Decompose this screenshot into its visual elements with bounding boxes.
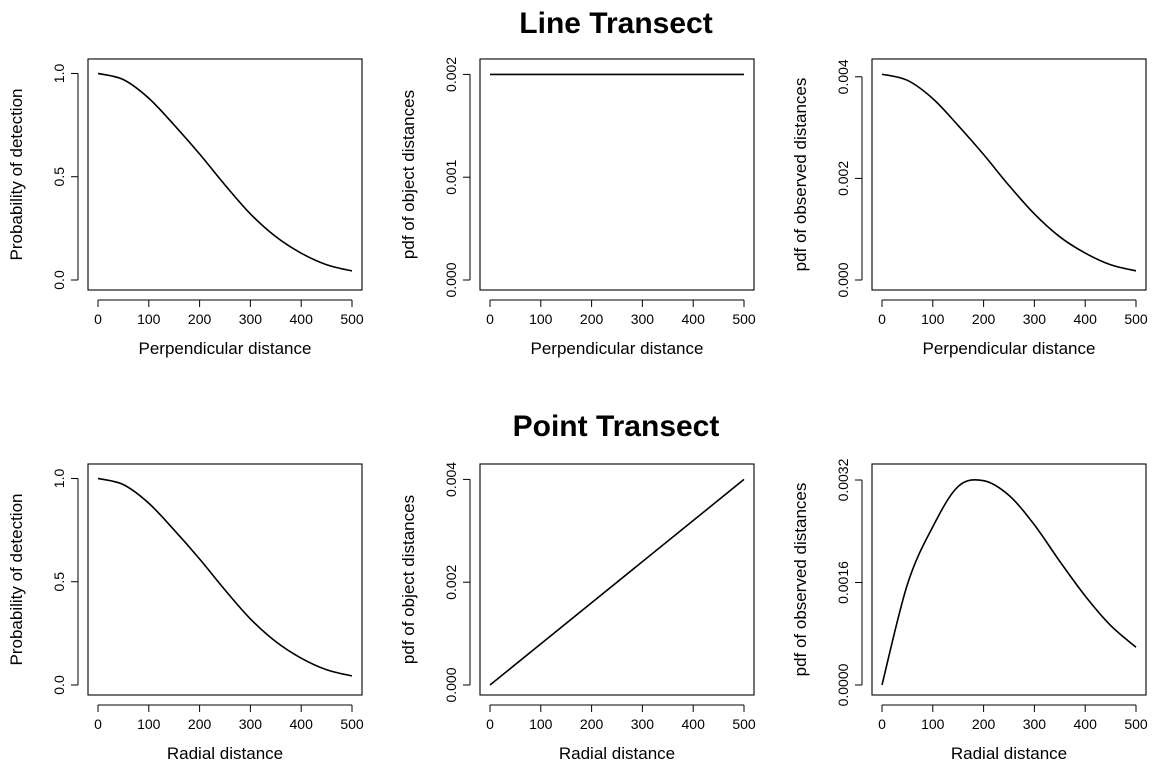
row-title-line-transect: Line Transect xyxy=(519,7,712,40)
x-tick-label: 400 xyxy=(290,311,314,327)
x-tick-label: 0 xyxy=(94,311,102,327)
x-axis-label: Perpendicular distance xyxy=(139,339,312,358)
y-tick-label: 0.5 xyxy=(51,167,67,187)
panel-2: 0 100 200 300 400 500 0.000 0.001 0.002 Perpendic… xyxy=(399,57,756,358)
y-tick-label: 0.0016 xyxy=(835,561,851,604)
panel-1: 0 100 200 300 400 500 0.0 0.5 1.0 Perpendicular d… xyxy=(7,58,364,358)
row-title-point-transect: Point Transect xyxy=(513,410,720,443)
y-tick-label: 0.002 xyxy=(443,57,459,92)
y-tick-label: 1.0 xyxy=(51,64,67,84)
y-tick-label: 0.0 xyxy=(51,270,67,290)
x-tick-label: 100 xyxy=(921,311,945,327)
x-tick-label: 100 xyxy=(137,311,161,327)
y-tick-label: 0.002 xyxy=(443,564,459,599)
x-tick-label: 500 xyxy=(732,716,756,732)
x-tick-label: 400 xyxy=(682,311,706,327)
y-tick-label: 0.000 xyxy=(443,667,459,702)
x-axis-label: Perpendicular distance xyxy=(923,339,1096,358)
y-tick-label: 0.000 xyxy=(835,262,851,297)
y-axis-label: pdf of object distances xyxy=(399,90,418,259)
x-tick-label: 500 xyxy=(732,311,756,327)
x-tick-label: 300 xyxy=(631,311,655,327)
x-tick-label: 100 xyxy=(529,311,553,327)
x-tick-label: 300 xyxy=(239,311,263,327)
series-line xyxy=(97,477,353,677)
y-tick-label: 1.0 xyxy=(51,469,67,489)
panel-6: 0 100 200 300 400 500 0.0000 0.0016 0.0032 Radial… xyxy=(791,458,1148,763)
x-tick-label: 300 xyxy=(239,716,263,732)
x-tick-label: 200 xyxy=(580,311,604,327)
x-axis-label: Radial distance xyxy=(559,744,675,763)
x-tick-label: 500 xyxy=(1124,716,1148,732)
x-tick-label: 200 xyxy=(580,716,604,732)
series-line xyxy=(489,478,745,686)
x-tick-label: 200 xyxy=(188,311,212,327)
y-axis-label: pdf of object distances xyxy=(399,495,418,664)
x-tick-label: 100 xyxy=(529,716,553,732)
y-tick-label: 0.5 xyxy=(51,572,67,592)
x-tick-label: 0 xyxy=(878,311,886,327)
y-tick-label: 0.0000 xyxy=(835,663,851,706)
y-axis-label: Probability of detection xyxy=(7,89,26,261)
y-axis-label: pdf of observed distances xyxy=(791,483,810,677)
x-tick-label: 500 xyxy=(340,311,364,327)
x-axis-label: Radial distance xyxy=(951,744,1067,763)
x-tick-label: 500 xyxy=(340,716,364,732)
x-tick-label: 0 xyxy=(94,716,102,732)
y-tick-label: 0.001 xyxy=(443,159,459,194)
x-tick-label: 400 xyxy=(1074,716,1098,732)
x-tick-label: 100 xyxy=(921,716,945,732)
panels: 0 100 200 300 400 500 0.0 0.5 1.0 Perpendicular d… xyxy=(7,57,1148,763)
y-axis-label: pdf of observed distances xyxy=(791,78,810,272)
plot-frame xyxy=(479,463,755,696)
series-line xyxy=(881,73,1137,272)
x-tick-label: 500 xyxy=(1124,311,1148,327)
x-tick-label: 200 xyxy=(972,716,996,732)
plot-frame xyxy=(479,58,755,291)
plot-frame xyxy=(87,58,363,291)
y-tick-label: 0.0 xyxy=(51,675,67,695)
y-tick-label: 0.0032 xyxy=(835,458,851,501)
x-tick-label: 300 xyxy=(631,716,655,732)
plot-frame xyxy=(871,58,1147,291)
panel-5: 0 100 200 300 400 500 0.000 0.002 0.004 Radial di… xyxy=(399,462,756,763)
plot-frame xyxy=(871,463,1147,696)
y-tick-label: 0.002 xyxy=(835,161,851,196)
x-tick-label: 200 xyxy=(188,716,212,732)
x-tick-label: 100 xyxy=(137,716,161,732)
series-line xyxy=(97,72,353,272)
panel-4: 0 100 200 300 400 500 0.0 0.5 1.0 Radial distance… xyxy=(7,463,364,763)
x-tick-label: 0 xyxy=(486,716,494,732)
y-axis-label: Probability of detection xyxy=(7,494,26,666)
x-tick-label: 300 xyxy=(1023,716,1047,732)
series-line xyxy=(881,478,1137,686)
x-tick-label: 0 xyxy=(486,311,494,327)
y-tick-label: 0.000 xyxy=(443,262,459,297)
x-tick-label: 400 xyxy=(290,716,314,732)
x-tick-label: 0 xyxy=(878,716,886,732)
y-tick-label: 0.004 xyxy=(443,462,459,497)
y-tick-label: 0.004 xyxy=(835,59,851,94)
panel-3: 0 100 200 300 400 500 0.000 0.002 0.004 Perpendic… xyxy=(791,58,1148,358)
plot-frame xyxy=(87,463,363,696)
x-tick-label: 300 xyxy=(1023,311,1047,327)
x-tick-label: 400 xyxy=(682,716,706,732)
x-tick-label: 400 xyxy=(1074,311,1098,327)
x-tick-label: 200 xyxy=(972,311,996,327)
x-axis-label: Radial distance xyxy=(167,744,283,763)
x-axis-label: Perpendicular distance xyxy=(531,339,704,358)
